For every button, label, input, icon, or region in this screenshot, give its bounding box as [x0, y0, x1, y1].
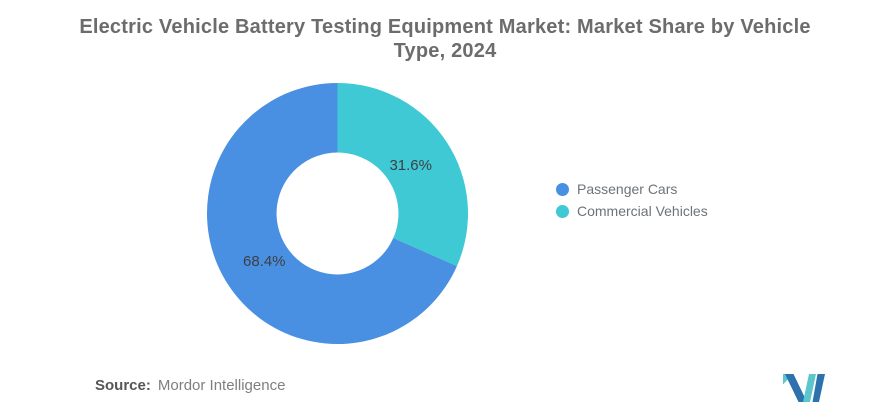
source-text: Mordor Intelligence: [157, 377, 286, 394]
slice-passenger-cars: [207, 83, 457, 344]
donut-chart: 31.6% 68.4%: [207, 83, 468, 344]
slice-label-passenger-cars: 68.4%: [243, 253, 286, 270]
legend-label-passenger-cars: Passenger Cars: [577, 181, 678, 197]
source-prefix: Source:: [95, 377, 151, 394]
legend-item-passenger-cars: Passenger Cars: [556, 178, 708, 200]
logo-blue-band-left: [785, 374, 807, 402]
chart-legend: Passenger Cars Commercial Vehicles: [556, 178, 708, 222]
logo-teal-band: [803, 374, 816, 402]
logo-blue-band-right: [812, 374, 825, 402]
chart-title-line-1: Electric Vehicle Battery Testing Equipme…: [79, 16, 811, 38]
slice-commercial-vehicles: [337, 83, 468, 267]
chart-title: Electric Vehicle Battery Testing Equipme…: [0, 15, 890, 63]
chart-title-line-2: Type, 2024: [393, 40, 497, 62]
legend-item-commercial-vehicles: Commercial Vehicles: [556, 200, 708, 222]
legend-label-commercial-vehicles: Commercial Vehicles: [577, 203, 708, 219]
legend-swatch-passenger-cars: [556, 182, 569, 196]
mordor-intelligence-logo: [783, 374, 825, 402]
legend-swatch-commercial-vehicles: [556, 204, 569, 218]
slice-label-commercial-vehicles: 31.6%: [389, 157, 432, 174]
source-attribution: Source: Mordor Intelligence: [95, 377, 285, 394]
